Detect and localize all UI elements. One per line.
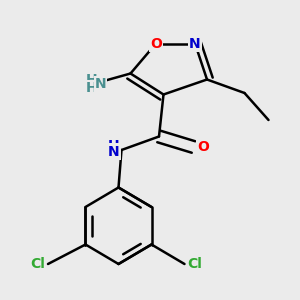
Text: N: N — [108, 145, 120, 158]
Text: N: N — [87, 82, 99, 96]
Text: H: H — [108, 139, 120, 152]
Text: Cl: Cl — [30, 257, 45, 271]
Text: O: O — [197, 140, 209, 154]
Text: H: H — [86, 74, 97, 87]
Text: H: H — [87, 72, 99, 86]
Text: N: N — [95, 77, 106, 91]
Text: N: N — [189, 37, 201, 50]
Text: H: H — [86, 81, 97, 94]
Text: O: O — [150, 37, 162, 50]
Text: Cl: Cl — [188, 257, 202, 271]
